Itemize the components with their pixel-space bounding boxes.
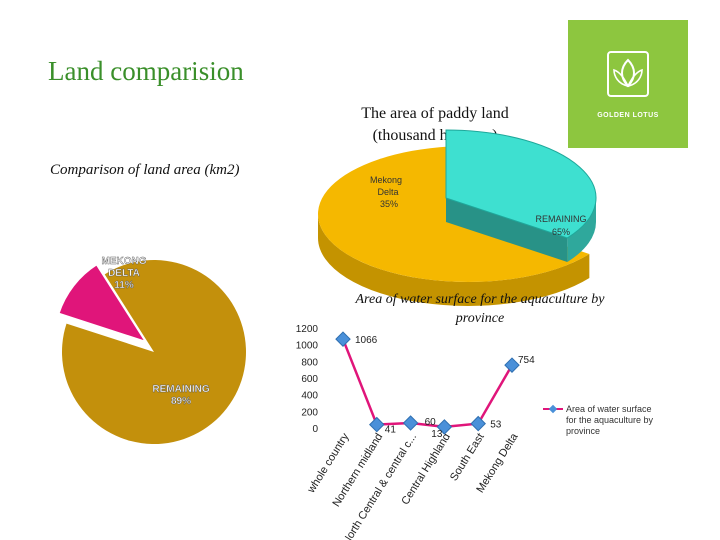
paddy-slice-mekong-face xyxy=(446,198,568,262)
land-label-mekong-name2: DELTA xyxy=(108,268,140,279)
data-label: 754 xyxy=(518,355,535,366)
data-point xyxy=(335,331,351,347)
legend: Area of water surface for the aquaculture… xyxy=(543,404,654,436)
y-tick-label: 1200 xyxy=(296,324,319,335)
y-tick-label: 600 xyxy=(301,374,318,385)
data-label: 41 xyxy=(385,425,397,436)
logo-text: GOLDEN LOTUS xyxy=(597,112,659,119)
series-line xyxy=(341,338,514,429)
data-point xyxy=(402,415,419,431)
legend-label: Area of water surface for the aquaculture… xyxy=(566,404,654,436)
land-label-mekong-pct: 11% xyxy=(114,280,134,291)
data-point xyxy=(504,357,520,373)
paddy-label-remaining-name: REMAINING xyxy=(535,214,586,224)
data-point xyxy=(470,415,486,432)
y-tick-label: 0 xyxy=(312,424,318,435)
lotus-icon xyxy=(607,51,649,97)
land-slice-remaining xyxy=(62,260,246,444)
paddy-slice-mekong xyxy=(445,129,597,239)
land-chart-title: Comparison of land area (km2) xyxy=(50,162,240,178)
land-label-remaining-name: REMAINING xyxy=(152,384,209,395)
data-label: 1066 xyxy=(355,335,378,346)
paddy-label-mekong-name: Mekong xyxy=(370,175,402,185)
aquaculture-chart-title: Area of water surface for the aquacultur… xyxy=(355,292,605,326)
page-title: Land comparision xyxy=(48,56,244,86)
land-label-remaining-pct: 89% xyxy=(171,396,191,407)
paddy-slice-mekong-side xyxy=(567,198,596,262)
land-label-mekong-name: MEKONG xyxy=(102,256,147,267)
paddy-slice-remaining-side xyxy=(318,214,590,306)
logo: GOLDEN LOTUS xyxy=(568,20,688,148)
paddy-label-remaining-pct: 65% xyxy=(552,227,570,237)
legend-marker xyxy=(548,404,558,414)
y-tick-label: 400 xyxy=(301,391,318,402)
y-tick-label: 200 xyxy=(301,407,318,418)
paddy-label-mekong-name2: Delta xyxy=(377,187,398,197)
x-tick-label: South East xyxy=(448,431,487,483)
y-tick-label: 1000 xyxy=(296,341,319,352)
data-label: 13 xyxy=(431,429,443,440)
y-tick-label: 800 xyxy=(301,357,318,368)
data-label: 60 xyxy=(425,417,437,428)
data-point xyxy=(369,416,385,433)
data-point xyxy=(436,419,453,435)
data-label: 53 xyxy=(490,420,502,431)
paddy-label-mekong-pct: 35% xyxy=(380,199,398,209)
land-slice-mekong xyxy=(57,262,149,344)
